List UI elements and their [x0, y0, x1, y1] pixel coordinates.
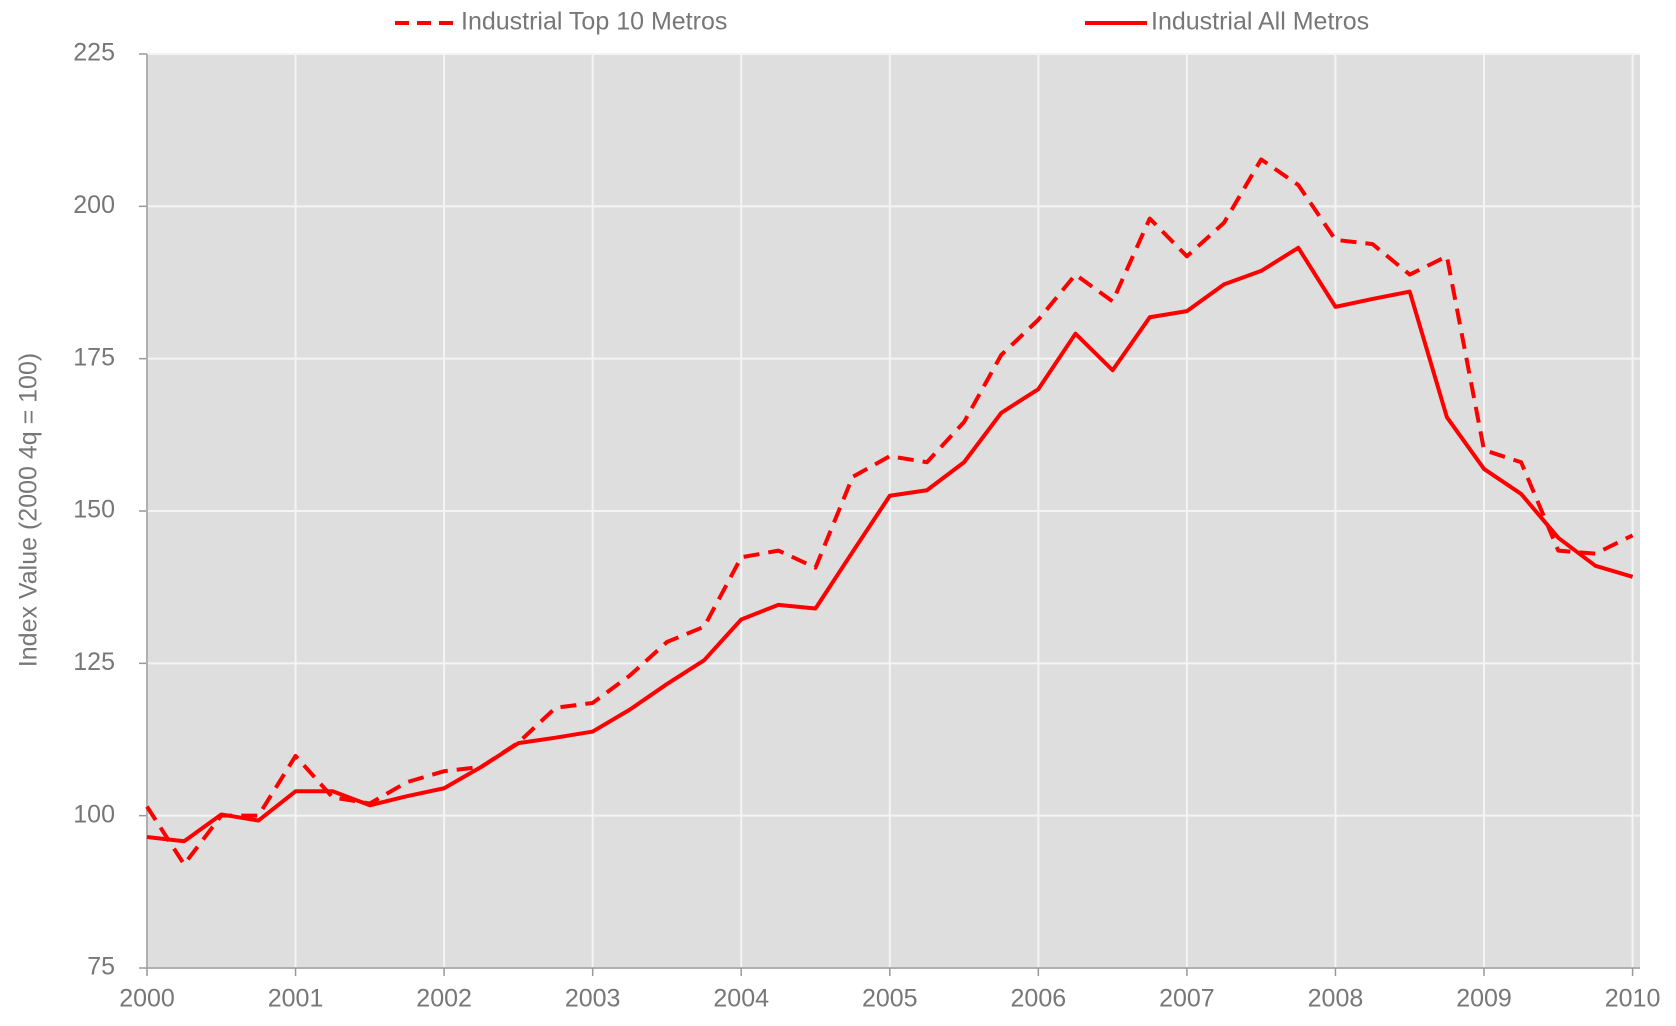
x-tick-label: 2006	[1011, 985, 1067, 1013]
y-tick-label: 75	[87, 953, 115, 981]
data-line	[146, 245, 1634, 844]
x-tick-label: 2009	[1456, 985, 1512, 1013]
y-axis-label: Index Value (2000 4q = 100)	[15, 353, 43, 667]
x-tick-label: 2001	[268, 985, 324, 1013]
x-tick-label: 2010	[1605, 985, 1661, 1013]
x-tick-label: 2002	[416, 985, 472, 1013]
x-tick-label: 2000	[119, 985, 175, 1013]
x-tick-label: 2007	[1159, 985, 1215, 1013]
x-tick-label: 2005	[862, 985, 918, 1013]
y-tick-label: 125	[73, 648, 115, 676]
y-tick-label: 175	[73, 343, 115, 371]
x-tick-label: 2008	[1308, 985, 1364, 1013]
data-line	[145, 157, 1634, 867]
y-tick-label: 225	[73, 39, 115, 67]
y-tick-label: 150	[73, 496, 115, 524]
y-tick-label: 200	[73, 191, 115, 219]
legend-label: Industrial All Metros	[1151, 8, 1369, 36]
x-tick-label: 2003	[565, 985, 621, 1013]
legend-label: Industrial Top 10 Metros	[461, 8, 727, 36]
y-tick-label: 100	[73, 800, 115, 828]
x-tick-label: 2004	[713, 985, 769, 1013]
